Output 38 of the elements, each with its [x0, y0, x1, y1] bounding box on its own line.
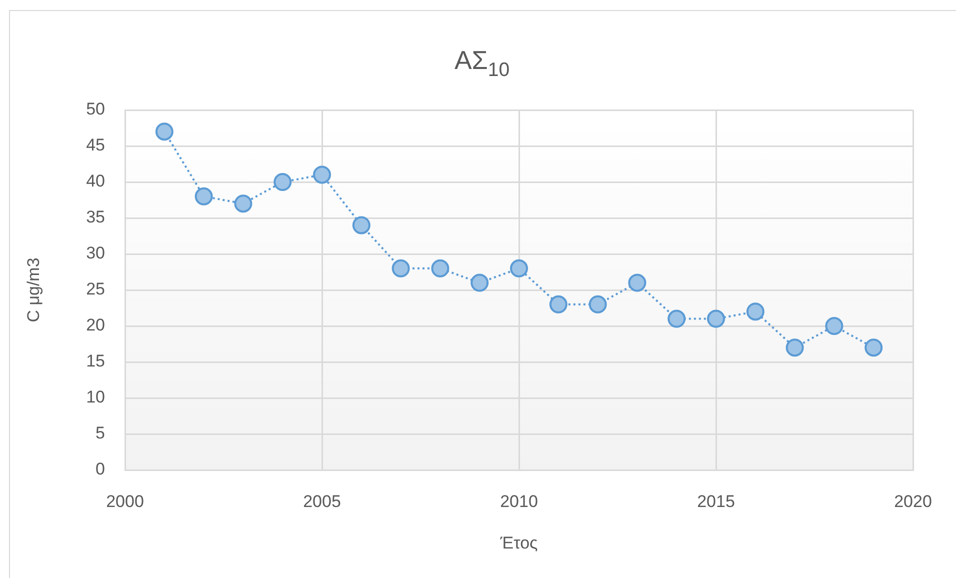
y-tick-label: 15: [86, 352, 105, 371]
chart-title: ΑΣ$_{10}$: [453, 44, 511, 81]
y-tick-label: 50: [86, 100, 105, 119]
y-tick-label: 40: [86, 172, 105, 191]
point: [431, 259, 450, 278]
point: [628, 274, 646, 292]
x-tick-label: 2020: [894, 492, 932, 511]
y-axis-title: C μg/m3: [24, 258, 43, 322]
point: [549, 295, 568, 314]
point: [588, 295, 607, 314]
point: [352, 216, 370, 234]
point: [470, 274, 489, 292]
point: [707, 310, 725, 328]
y-tick-label: 10: [86, 388, 105, 407]
x-axis-title: Έτος: [499, 533, 538, 552]
y-tick-label: 35: [86, 208, 105, 227]
point: [234, 194, 252, 213]
point: [825, 317, 844, 335]
y-tick-label: 20: [86, 316, 105, 335]
point: [864, 338, 883, 357]
x-tick-label: 2015: [697, 492, 735, 511]
y-tick-label: 0: [96, 460, 105, 479]
point: [746, 302, 764, 321]
y-tick-label: 5: [96, 424, 105, 443]
point: [155, 122, 174, 141]
point: [392, 259, 410, 278]
x-tick-label: 2000: [106, 492, 144, 511]
point: [313, 166, 331, 184]
point: [510, 259, 528, 278]
point: [194, 187, 213, 206]
point: [274, 173, 292, 191]
y-tick-label: 30: [86, 244, 105, 263]
x-tick-label: 2010: [500, 492, 538, 511]
x-tick-label: 2005: [303, 492, 341, 511]
y-tick-label: 45: [86, 136, 105, 155]
point: [668, 310, 686, 328]
point: [786, 338, 804, 357]
y-tick-label: 25: [86, 280, 105, 299]
